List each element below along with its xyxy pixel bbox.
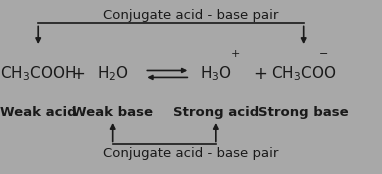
Text: −: − (319, 49, 328, 59)
Text: +: + (231, 49, 240, 59)
Text: $\mathregular{CH_3COO}$: $\mathregular{CH_3COO}$ (271, 65, 336, 83)
Text: $\mathregular{H_2O}$: $\mathregular{H_2O}$ (97, 65, 129, 83)
Text: Conjugate acid - base pair: Conjugate acid - base pair (103, 9, 279, 22)
Text: +: + (253, 65, 267, 83)
Text: $\mathregular{H_3O}$: $\mathregular{H_3O}$ (200, 65, 232, 83)
Text: $\mathregular{CH_3COOH}$: $\mathregular{CH_3COOH}$ (0, 65, 76, 83)
Text: Strong acid: Strong acid (173, 106, 259, 119)
Text: +: + (71, 65, 85, 83)
Text: Conjugate acid - base pair: Conjugate acid - base pair (103, 147, 279, 160)
Text: Strong base: Strong base (258, 106, 349, 119)
Text: Weak acid: Weak acid (0, 106, 76, 119)
Text: Weak base: Weak base (72, 106, 153, 119)
